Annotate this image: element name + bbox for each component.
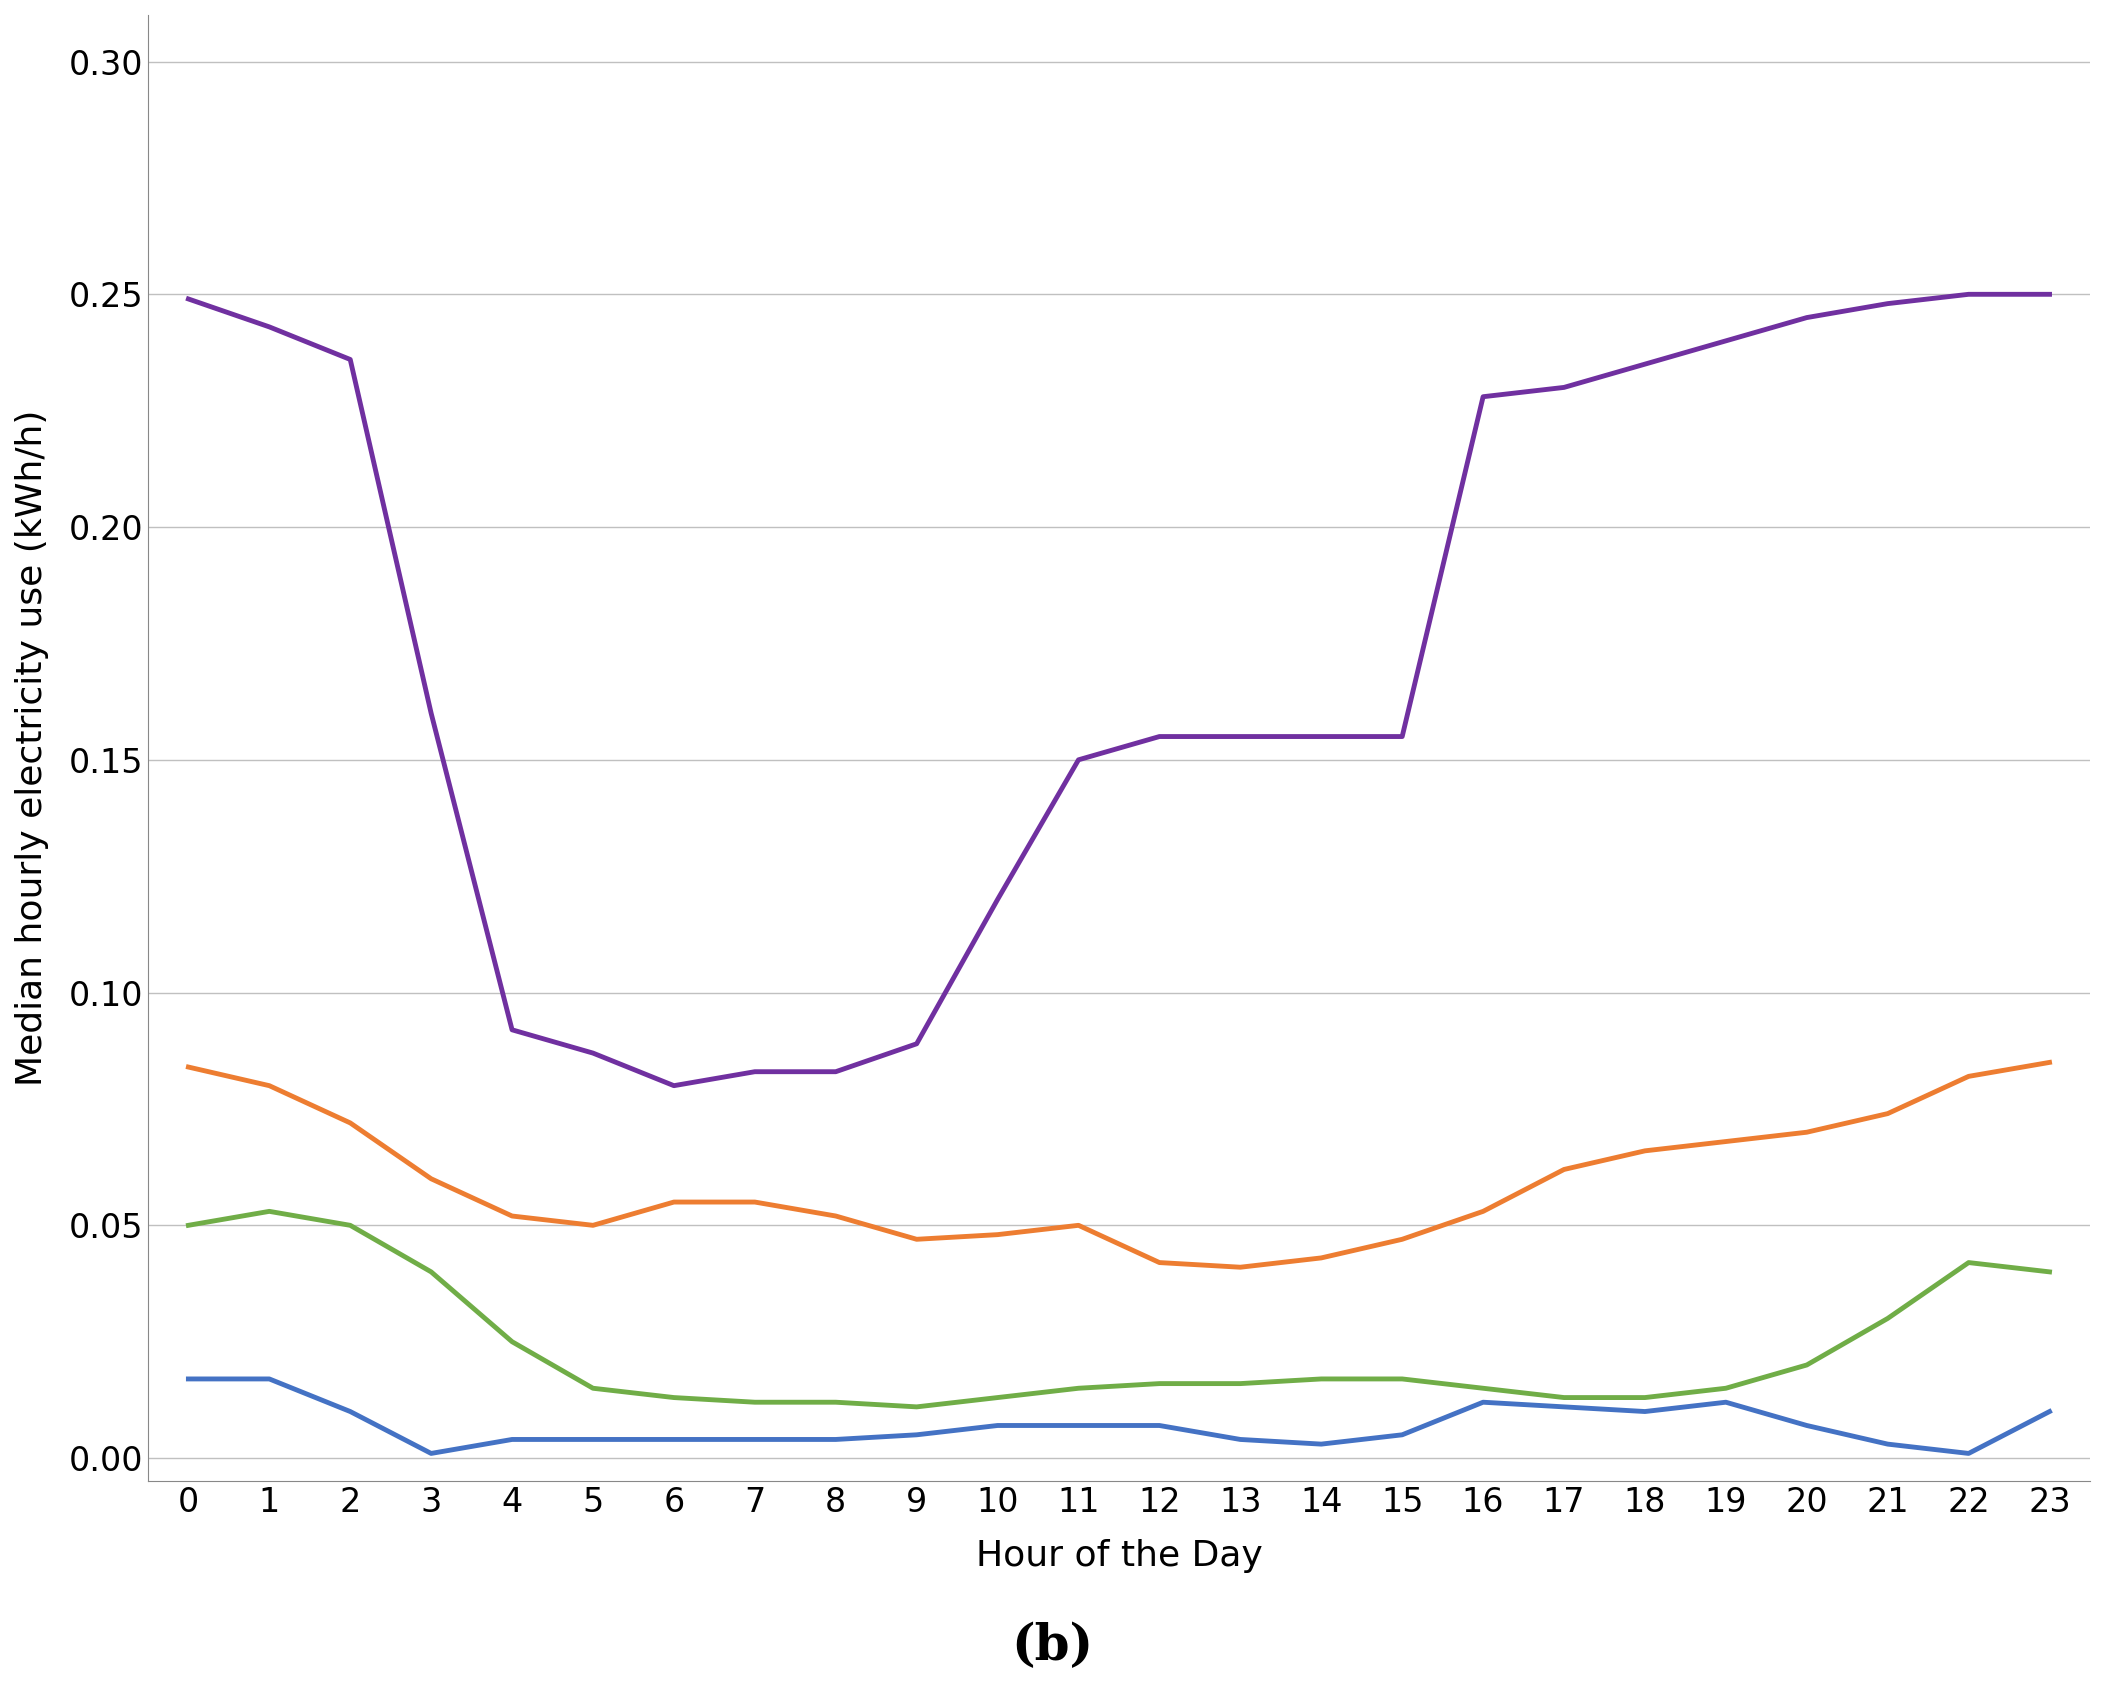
X-axis label: Hour of the Day: Hour of the Day [975,1539,1263,1572]
Y-axis label: Median hourly electricity use (kWh/h): Median hourly electricity use (kWh/h) [15,410,48,1086]
Text: (b): (b) [1010,1621,1095,1672]
